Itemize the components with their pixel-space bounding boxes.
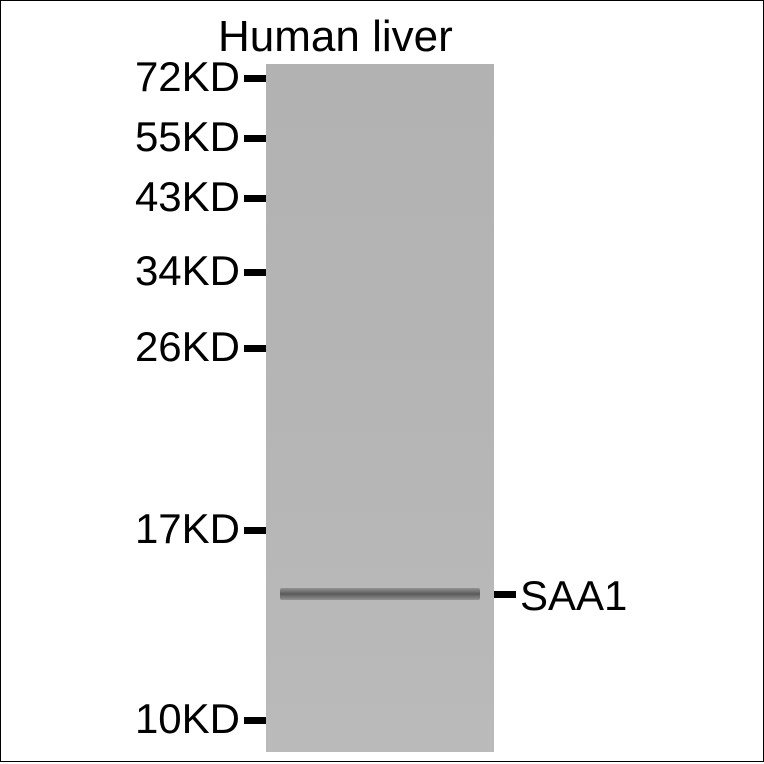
mw-tick-43kd: [244, 195, 266, 202]
mw-label-26kd: 26KD: [135, 323, 240, 371]
protein-band-saa1: [280, 588, 480, 600]
mw-label-17kd: 17KD: [135, 505, 240, 553]
mw-tick-72kd: [244, 75, 266, 82]
mw-label-34kd: 34KD: [135, 247, 240, 295]
blot-figure: Human liver 72KD 55KD 43KD 34KD 26KD 17KD 10KD…: [0, 0, 764, 764]
mw-label-10kd: 10KD: [135, 695, 240, 743]
gel-lane: [266, 64, 494, 752]
mw-tick-10kd: [244, 717, 266, 724]
mw-tick-26kd: [244, 345, 266, 352]
target-label: SAA1: [520, 572, 627, 620]
mw-tick-17kd: [244, 527, 266, 534]
mw-label-55kd: 55KD: [135, 113, 240, 161]
sample-label: Human liver: [218, 12, 453, 62]
mw-label-43kd: 43KD: [135, 173, 240, 221]
target-tick: [494, 591, 516, 598]
mw-label-72kd: 72KD: [135, 53, 240, 101]
mw-tick-55kd: [244, 135, 266, 142]
mw-tick-34kd: [244, 269, 266, 276]
